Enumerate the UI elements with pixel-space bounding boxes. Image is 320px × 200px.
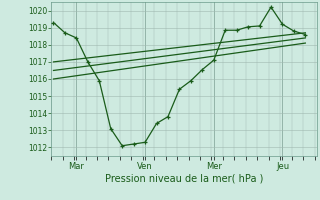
X-axis label: Pression niveau de la mer( hPa ): Pression niveau de la mer( hPa ): [105, 173, 263, 183]
